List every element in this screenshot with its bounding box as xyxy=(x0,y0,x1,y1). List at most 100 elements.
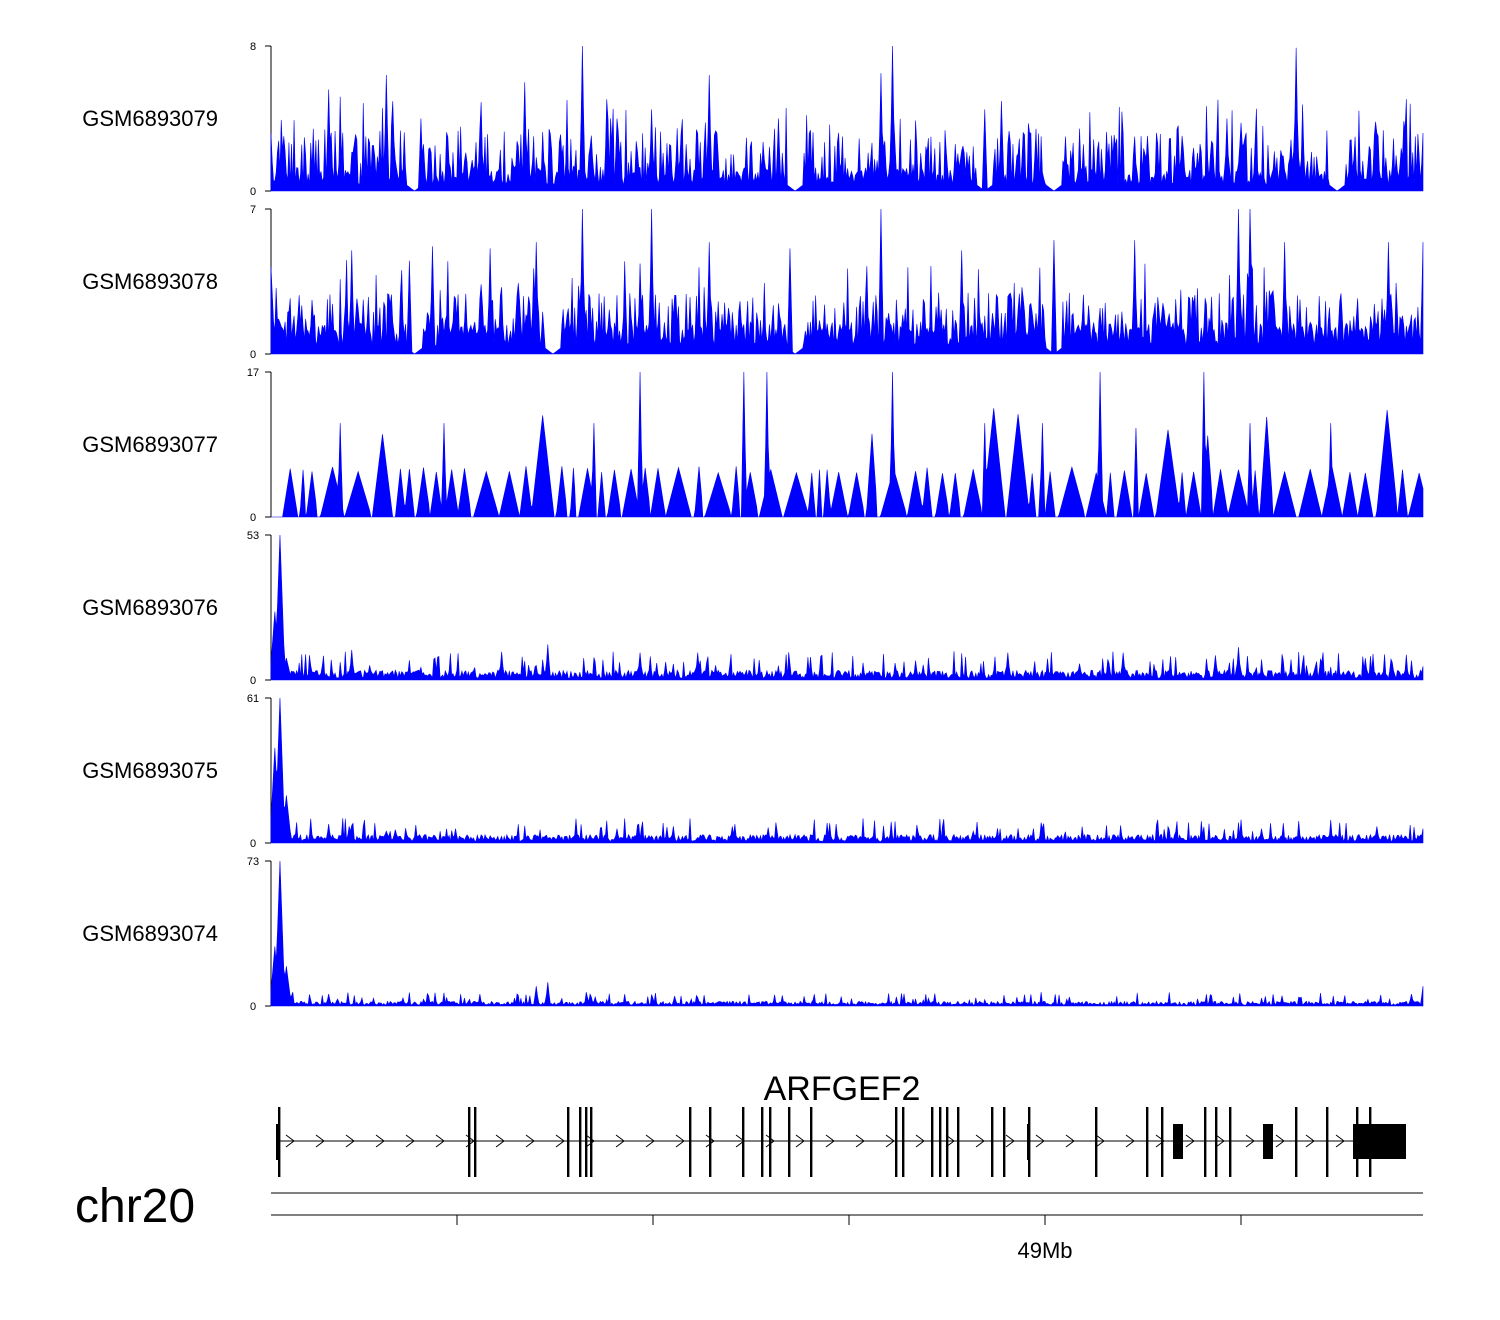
gene-exon-utr xyxy=(276,1124,279,1160)
gene-exon xyxy=(761,1107,764,1177)
strand-arrow xyxy=(975,1134,985,1148)
gene-exon xyxy=(769,1107,772,1177)
strand-arrow xyxy=(915,1134,925,1148)
strand-arrow xyxy=(435,1134,445,1148)
gene-exon xyxy=(474,1107,477,1177)
strand-arrow xyxy=(1125,1134,1135,1148)
track-label: GSM6893074 xyxy=(82,921,218,946)
gene-exon xyxy=(689,1107,692,1177)
track-label: GSM6893076 xyxy=(82,595,218,620)
gene-exon xyxy=(1095,1107,1098,1177)
strand-arrow xyxy=(855,1134,865,1148)
strand-arrow xyxy=(765,1134,775,1148)
gene-exon xyxy=(1263,1124,1273,1159)
strand-arrow xyxy=(495,1134,505,1148)
track-GSM6893075: GSM6893075 61 0 xyxy=(82,693,1424,850)
strand-arrow xyxy=(1155,1134,1165,1148)
strand-arrow xyxy=(675,1134,685,1148)
track-label: GSM6893078 xyxy=(82,269,218,294)
gene-exon xyxy=(590,1107,593,1177)
strand-arrow xyxy=(585,1134,595,1148)
gene-exon xyxy=(939,1107,942,1177)
strand-arrow xyxy=(1215,1134,1225,1148)
signal-area xyxy=(270,45,1424,192)
gene-exon xyxy=(1161,1107,1164,1177)
y-min-label: 0 xyxy=(250,349,256,361)
genome-ticks xyxy=(456,1215,1242,1225)
strand-arrow xyxy=(1305,1134,1315,1148)
strand-arrow xyxy=(885,1134,895,1148)
strand-arrow xyxy=(315,1134,325,1148)
y-min-label: 0 xyxy=(250,675,256,687)
strand-arrow xyxy=(405,1134,415,1148)
gene-exon-utr xyxy=(1027,1124,1030,1160)
gene-label: ARFGEF2 xyxy=(764,1070,921,1108)
strand-arrow xyxy=(525,1134,535,1148)
gene-exon xyxy=(567,1107,570,1177)
y-min-label: 0 xyxy=(250,838,256,850)
track-label: GSM6893075 xyxy=(82,758,218,783)
track-GSM6893077: GSM6893077 17 0 xyxy=(82,367,1424,524)
strand-arrow xyxy=(1065,1134,1075,1148)
strand-arrow xyxy=(1275,1134,1285,1148)
strand-arrow xyxy=(1095,1134,1105,1148)
strand-arrow xyxy=(795,1134,805,1148)
track-label: GSM6893077 xyxy=(82,432,218,457)
strand-arrow xyxy=(825,1134,835,1148)
track-GSM6893079: GSM6893079 8 0 xyxy=(82,41,1424,198)
strand-arrow xyxy=(615,1134,625,1148)
track-label: GSM6893079 xyxy=(82,106,218,131)
genome-tick-label: 49Mb xyxy=(1017,1238,1072,1263)
gene-exon xyxy=(991,1107,994,1177)
gene-exon xyxy=(1215,1107,1218,1177)
gene-exon xyxy=(1146,1107,1149,1177)
y-min-label: 0 xyxy=(250,1001,256,1013)
signal-area xyxy=(270,208,1424,355)
signal-area xyxy=(271,371,1424,519)
gene-exon-3utr xyxy=(1353,1124,1406,1159)
strand-arrow xyxy=(1005,1134,1015,1148)
y-max-label: 73 xyxy=(247,856,259,868)
y-max-label: 53 xyxy=(247,530,259,542)
gene-track: ARFGEF2 xyxy=(276,1070,1406,1177)
gene-exon xyxy=(810,1107,813,1177)
gene-exon xyxy=(278,1107,281,1177)
gene-exon xyxy=(585,1107,588,1177)
strand-arrow xyxy=(1245,1134,1255,1148)
strand-arrow xyxy=(555,1134,565,1148)
chromosome-label: chr20 xyxy=(75,1180,195,1233)
strand-arrow xyxy=(1035,1134,1045,1148)
y-max-label: 61 xyxy=(247,693,259,705)
gene-model xyxy=(276,1107,1406,1177)
signal-area xyxy=(270,697,1424,844)
strand-arrow xyxy=(945,1134,955,1148)
gene-exon xyxy=(1003,1107,1006,1177)
gene-exon xyxy=(468,1107,471,1177)
gene-exon xyxy=(709,1107,712,1177)
y-max-label: 8 xyxy=(250,41,256,53)
gene-exon xyxy=(957,1107,960,1177)
gene-exon xyxy=(895,1107,898,1177)
track-GSM6893078: GSM6893078 7 0 xyxy=(82,204,1424,361)
strand-arrow xyxy=(345,1134,355,1148)
strand-arrow xyxy=(1335,1134,1345,1148)
gene-exon xyxy=(1295,1107,1298,1177)
gene-exon xyxy=(579,1107,582,1177)
y-min-label: 0 xyxy=(250,186,256,198)
gene-exon xyxy=(931,1107,934,1177)
gene-exon xyxy=(902,1107,905,1177)
signal-area xyxy=(270,860,1424,1007)
gene-exon xyxy=(742,1107,745,1177)
gene-exon xyxy=(1229,1107,1232,1177)
track-GSM6893074: GSM6893074 73 0 xyxy=(82,856,1424,1013)
gene-exon xyxy=(1204,1107,1207,1177)
y-min-label: 0 xyxy=(250,512,256,524)
signal-area xyxy=(270,534,1424,681)
strand-arrow xyxy=(285,1134,295,1148)
signal-tracks: GSM689307980GSM689307870GSM6893077170GSM… xyxy=(82,41,1424,1013)
strand-arrow xyxy=(645,1134,655,1148)
gene-exon xyxy=(946,1107,949,1177)
track-GSM6893076: GSM6893076 53 0 xyxy=(82,530,1424,687)
gene-exon xyxy=(1326,1107,1329,1177)
